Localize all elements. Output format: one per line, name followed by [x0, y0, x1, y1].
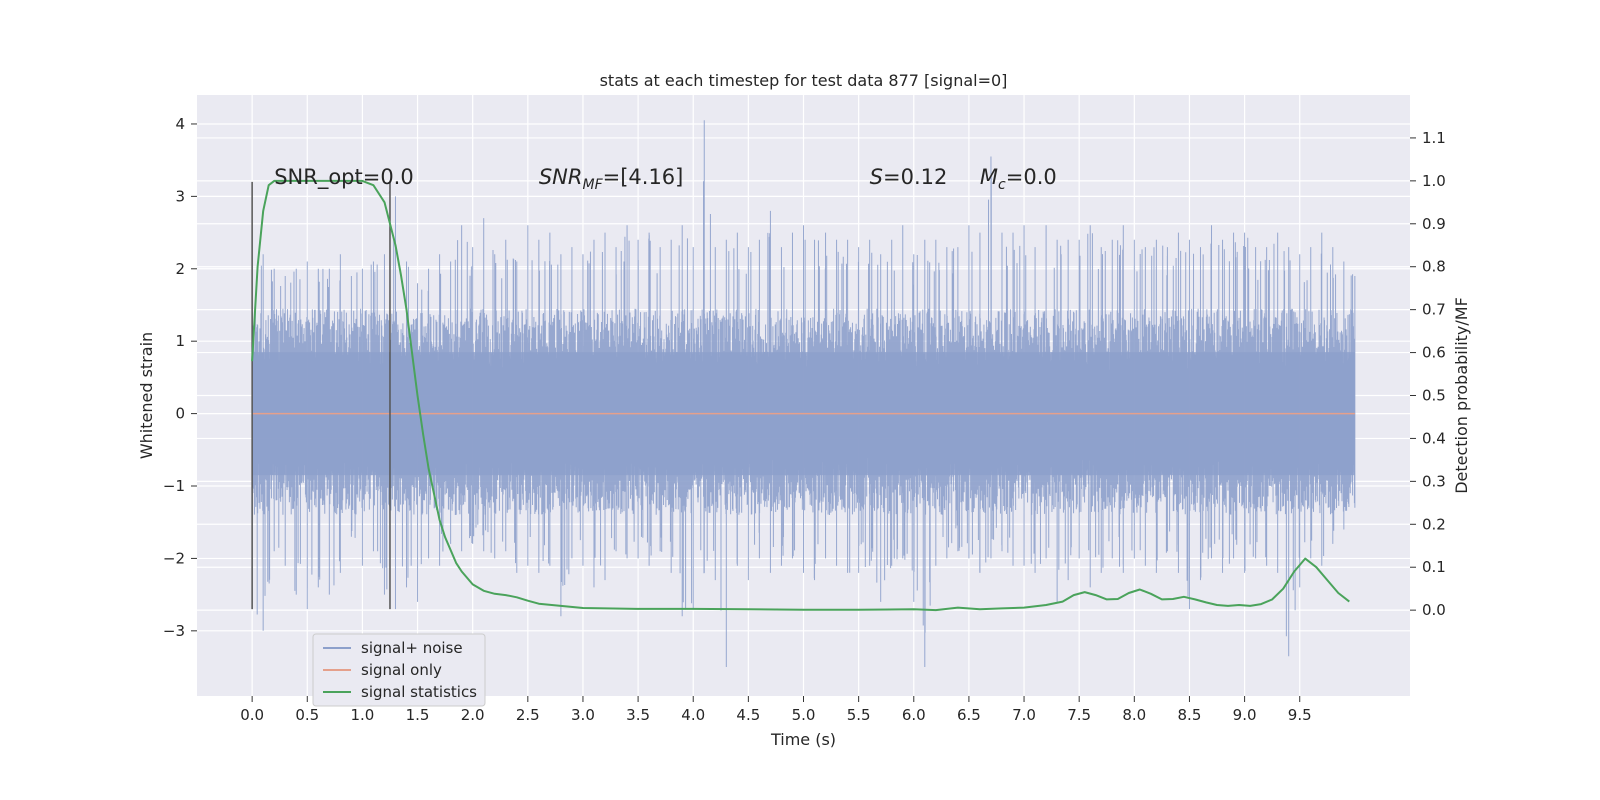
x-tick-label: 8.0 — [1122, 706, 1146, 724]
annotation-s: S=0.12 — [870, 165, 948, 189]
y-left-tick-label: −1 — [163, 477, 185, 495]
y-axis-right-ticks: 1.1 1.0 0.9 0.8 0.7 0.6 0.5 0.4 0.3 0.2 0.1 0.0 — [1410, 129, 1446, 619]
signal-statistics-line — [251, 179, 1350, 612]
y-right-tick-label: 0.4 — [1422, 429, 1446, 447]
y-left-tick-label: 3 — [175, 187, 185, 205]
legend: signal+ noise signal only signal statist… — [312, 633, 486, 707]
x-tick-label: 5.0 — [792, 706, 816, 724]
chart-title: stats at each timestep for test data 877… — [600, 71, 1008, 90]
y-left-tick-label: 4 — [175, 115, 185, 133]
y-right-tick-label: 0.6 — [1422, 344, 1446, 362]
x-tick-label: 3.5 — [626, 706, 650, 724]
x-tick-label: 1.5 — [406, 706, 430, 724]
x-tick-label: 2.5 — [516, 706, 540, 724]
x-tick-label: 9.5 — [1288, 706, 1312, 724]
y-right-tick-label: 0.5 — [1422, 387, 1446, 405]
legend-label-noise: signal+ noise — [361, 639, 463, 657]
x-tick-label: 3.0 — [571, 706, 595, 724]
annotation-snr-mf: SNRMF=[4.16] — [539, 165, 684, 193]
y-axis-left-ticks: 4 3 2 1 0 −1 −2 −3 — [163, 115, 197, 640]
y-right-tick-label: 0.3 — [1422, 472, 1446, 490]
legend-label-statistics: signal statistics — [361, 683, 477, 701]
legend-label-signal: signal only — [361, 661, 442, 679]
x-tick-label: 4.0 — [681, 706, 705, 724]
x-tick-label: 7.0 — [1012, 706, 1036, 724]
y-left-tick-label: −2 — [163, 549, 185, 567]
y-left-tick-label: 1 — [175, 332, 185, 350]
x-tick-label: 4.5 — [736, 706, 760, 724]
x-tick-label: 6.0 — [902, 706, 926, 724]
x-tick-label: 5.5 — [847, 706, 871, 724]
y-right-tick-label: 0.2 — [1422, 515, 1446, 533]
x-axis-ticks: 0.0 0.5 1.0 1.5 2.0 2.5 3.0 3.5 4.0 4.5 5.0 5.5 6.0 6… — [240, 696, 1312, 724]
x-tick-label: 6.5 — [957, 706, 981, 724]
y-left-tick-label: −3 — [163, 622, 185, 640]
y-right-tick-label: 0.7 — [1422, 301, 1446, 319]
x-axis-label: Time (s) — [770, 730, 836, 749]
y-axis-right-label: Detection probability/MF — [1452, 297, 1471, 494]
signal-statistics-series — [251, 179, 1350, 612]
x-tick-label: 2.0 — [461, 706, 485, 724]
x-tick-label: 7.5 — [1067, 706, 1091, 724]
x-tick-label: 9.0 — [1233, 706, 1257, 724]
y-right-tick-label: 0.8 — [1422, 258, 1446, 276]
annotation-snr-opt: SNR_opt=0.0 — [274, 165, 414, 190]
y-right-tick-label: 0.1 — [1422, 558, 1446, 576]
y-axis-left-label: Whitened strain — [137, 332, 156, 459]
y-left-tick-label: 0 — [175, 405, 185, 423]
y-right-tick-label: 1.0 — [1422, 172, 1446, 190]
legend-box — [312, 633, 486, 707]
x-tick-label: 0.5 — [295, 706, 319, 724]
y-left-tick-label: 2 — [175, 260, 185, 278]
marker-lines — [251, 181, 391, 610]
annotation-mc: Mc=0.0 — [980, 165, 1057, 193]
x-tick-label: 0.0 — [240, 706, 264, 724]
y-right-tick-label: 1.1 — [1422, 129, 1446, 147]
y-right-tick-label: 0.0 — [1422, 601, 1446, 619]
x-tick-label: 8.5 — [1178, 706, 1202, 724]
y-right-tick-label: 0.9 — [1422, 215, 1446, 233]
x-tick-label: 1.0 — [350, 706, 374, 724]
